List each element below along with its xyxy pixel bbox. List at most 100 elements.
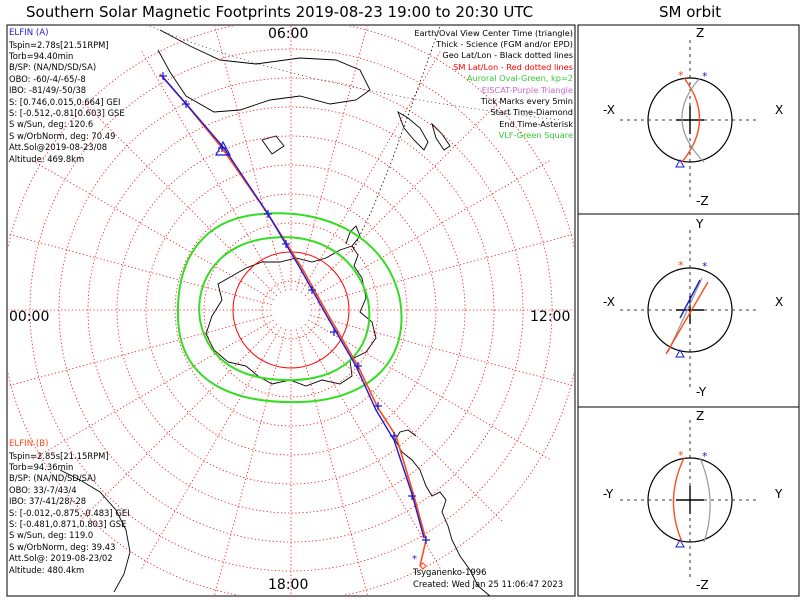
- orbit-3-right-label: Y: [775, 487, 783, 501]
- tasmania-coastline: [261, 135, 285, 155]
- elfin-b-info-line: OBO: 33/-7/43/4: [9, 485, 77, 495]
- orbit-view-triangle: [675, 538, 685, 548]
- orbit-panel-3: **: [620, 420, 760, 580]
- legend-entry: Thick - Science (FGM and/or EPD): [436, 39, 573, 49]
- sm-lat-circle: [87, 106, 495, 514]
- sm-lat-circle: [116, 135, 466, 485]
- created-label: Created: Wed Jan 25 11:06:47 2023: [413, 579, 564, 589]
- elfin-b-info-line: IBO: 37/-41/28/-28: [9, 496, 87, 506]
- elfin-a-info-line: S w/Sun, deg: 120.6: [9, 119, 94, 129]
- elfin-b-info-line: S w/OrbNorm, deg: 39.43: [9, 542, 116, 552]
- orbit-3-left-label: -Y: [603, 487, 614, 501]
- elfin-b-info-line: Att.Sol@: 2019-08-23/02: [9, 553, 113, 563]
- start-diamond: [419, 562, 427, 570]
- africa-coastline: [59, 469, 131, 593]
- elfin-b-info-line: B/SP: (NA/ND/SD/SA): [9, 473, 97, 483]
- elfin-b-info-line: Tspin=2.85s[21.15RPM]: [9, 451, 109, 461]
- elfin-a-info-line: IBO: -81/49/-50/38: [9, 85, 87, 95]
- orbit-end-asterisk: *: [678, 69, 684, 82]
- orbit-end-asterisk: *: [678, 259, 684, 272]
- elfin-a-info-line: Torb=94.40min: [9, 51, 74, 61]
- legend-entry: Tick Marks every 5min: [480, 96, 573, 106]
- elfin-a-info-line: OBO: -60/-4/-65/-8: [9, 74, 86, 84]
- orbit-path-gray: [699, 457, 711, 543]
- sm-lat-circle: [203, 222, 379, 398]
- footprint-tracks: *: [159, 72, 430, 570]
- legend-entry: Geo Lat/Lon - Black dotted lines: [442, 50, 573, 60]
- elfin-b-info-line: Altitude: 480.4km: [9, 565, 85, 575]
- end-asterisk: *: [412, 554, 417, 565]
- model-label: Tsyganenko-1996: [413, 567, 487, 577]
- sm-lon-line: [140, 327, 282, 571]
- elfin-a-info-line: Att.Sol@2019-08-23/08: [9, 142, 108, 152]
- new-zealand-coastline: [397, 110, 451, 151]
- legend-entry: Start Time-Diamond: [490, 107, 573, 117]
- sm-lat-circle: [261, 280, 321, 340]
- orbit-panel-1: **: [620, 40, 760, 200]
- sm-lat-circle: [29, 48, 553, 572]
- orbit-1-right-label: X: [775, 103, 784, 117]
- sm-latlon-grid: [8, 26, 574, 595]
- sm-lat-circle: [232, 251, 350, 369]
- orbit-1-top-label: Z: [696, 26, 705, 40]
- auroral-oval-inner: [198, 236, 371, 382]
- orbit-2-left-label: -X: [603, 295, 615, 309]
- orbit-panels: ******: [620, 40, 760, 580]
- orbit-view-triangle: [675, 348, 685, 358]
- orbit-end-asterisk: *: [702, 450, 708, 463]
- sm-lat-circle: [174, 193, 408, 427]
- hour-label-top: 06:00: [268, 26, 309, 42]
- antarctic-peninsula: [345, 225, 361, 247]
- legend-entry: Auroral Oval-Green, kp=2: [466, 73, 573, 83]
- elfin-b-info-line: S: [-0.012,-0.875,-0.483] GEI: [9, 508, 130, 518]
- orbit-path-gray: [681, 77, 705, 163]
- elfin-a-info-line: Altitude: 469.8km: [9, 154, 85, 164]
- geo-latlon-grid: [149, 26, 561, 253]
- sm-lon-line: [300, 327, 442, 571]
- orbit-1-bottom-label: -Z: [696, 194, 709, 208]
- sm-lon-line: [304, 323, 504, 523]
- sm-lon-line: [78, 323, 278, 523]
- orbit-3-bottom-label: -Z: [696, 578, 709, 592]
- orbit-end-asterisk: *: [702, 260, 708, 273]
- orbit-view-triangle: [675, 158, 685, 168]
- sm-lat-circle: [145, 164, 437, 456]
- elfin-b-info-line: S: [-0.481,0.871,0.803] GSE: [9, 519, 127, 529]
- antarctica-coastline: [205, 245, 377, 387]
- sm-lon-line: [300, 49, 442, 293]
- sm-lon-line: [30, 319, 274, 461]
- sm-lon-line: [308, 159, 552, 301]
- orbit-path-b: [672, 457, 685, 543]
- sm-lon-line: [310, 233, 574, 306]
- auroral-oval-outer: [176, 212, 403, 404]
- orbit-path-a: [679, 279, 701, 319]
- orbit-panel-3-frame: [577, 406, 800, 597]
- legend-entry: VLF-Green Square: [498, 130, 573, 140]
- orbit-end-asterisk: *: [702, 70, 708, 83]
- orbit-2-right-label: X: [775, 295, 784, 309]
- hour-label-right: 12:00: [530, 309, 571, 325]
- elfin-b-title: ELFIN (B): [9, 439, 49, 449]
- elfin-a-info-line: Tspin=2.78s[21.51RPM]: [9, 40, 109, 50]
- hour-label-bottom: 18:00: [268, 577, 309, 593]
- orbit-path-b: [665, 281, 709, 355]
- polar-plot-frame: [6, 24, 576, 597]
- orbit-2-bottom-label: -Y: [696, 385, 707, 399]
- sm-lon-line: [140, 49, 282, 293]
- sm-lat-circle: [58, 77, 524, 543]
- orbit-2-top-label: Y: [696, 217, 704, 231]
- elfin-a-info-line: S: [0.746,0.015,0.664] GEI: [9, 97, 121, 107]
- sm-lon-line: [308, 319, 552, 461]
- elfin-b-info-line: Torb=94.36min: [9, 462, 74, 472]
- legend-entry: SM Lat/Lon - Red dotted lines: [453, 62, 573, 72]
- orbit-end-asterisk: *: [678, 449, 684, 462]
- auroral-oval: [176, 212, 403, 404]
- sm-lon-line: [78, 97, 278, 297]
- elfin-a-title: ELFIN (A): [9, 28, 49, 38]
- legend-entry: Earth/Oval View Center Time (triangle): [414, 28, 573, 38]
- elfin-a-info-line: S: [-0.512,-0.81[0.603] GSE: [9, 108, 125, 118]
- elfin-b-track: [395, 435, 427, 567]
- orbit-path-b: [681, 77, 701, 163]
- hour-label-left: 00:00: [9, 309, 50, 325]
